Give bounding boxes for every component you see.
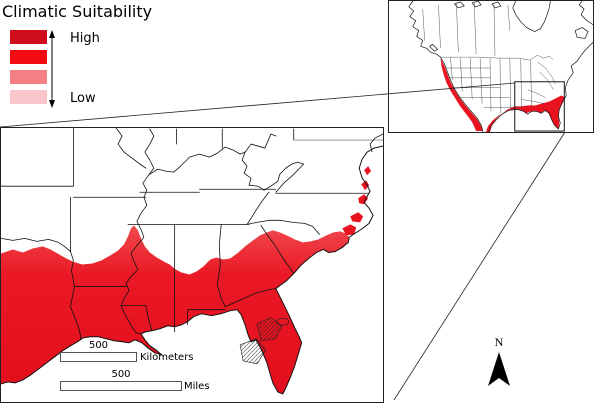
scalebar-mi-bar <box>60 381 182 391</box>
inset-map-svg <box>408 1 593 132</box>
scalebar-km-unit: Kilometers <box>140 352 194 363</box>
legend-swatch-medium <box>10 70 47 84</box>
scalebar-km-bar <box>60 352 137 362</box>
north-arrow-label: N <box>494 335 504 349</box>
coastline <box>1 145 383 395</box>
main-map-svg <box>1 128 383 395</box>
legend-gradient-arrow-icon <box>49 30 55 108</box>
north-arrow-icon <box>488 352 510 386</box>
legend-swatch-highest <box>10 30 47 44</box>
legend-title: Climatic Suitability <box>2 2 153 21</box>
state-boundaries <box>1 128 370 341</box>
scalebar-mi-value: 500 <box>111 369 131 380</box>
suitability-region <box>1 166 372 394</box>
scalebar-mi-unit: Miles <box>184 381 210 392</box>
legend-low-label: Low <box>70 91 96 106</box>
legend-high-label: High <box>70 31 100 46</box>
inset-map-frame <box>388 0 594 133</box>
scalebar-km-value: 500 <box>88 340 109 351</box>
legend-swatch-column <box>10 30 47 104</box>
legend-swatch-low <box>10 90 47 104</box>
chesapeake-bay-line <box>369 133 383 153</box>
inset-admin-boundaries <box>422 2 556 114</box>
legend-swatch-high <box>10 50 47 64</box>
hatched-region <box>239 317 290 365</box>
